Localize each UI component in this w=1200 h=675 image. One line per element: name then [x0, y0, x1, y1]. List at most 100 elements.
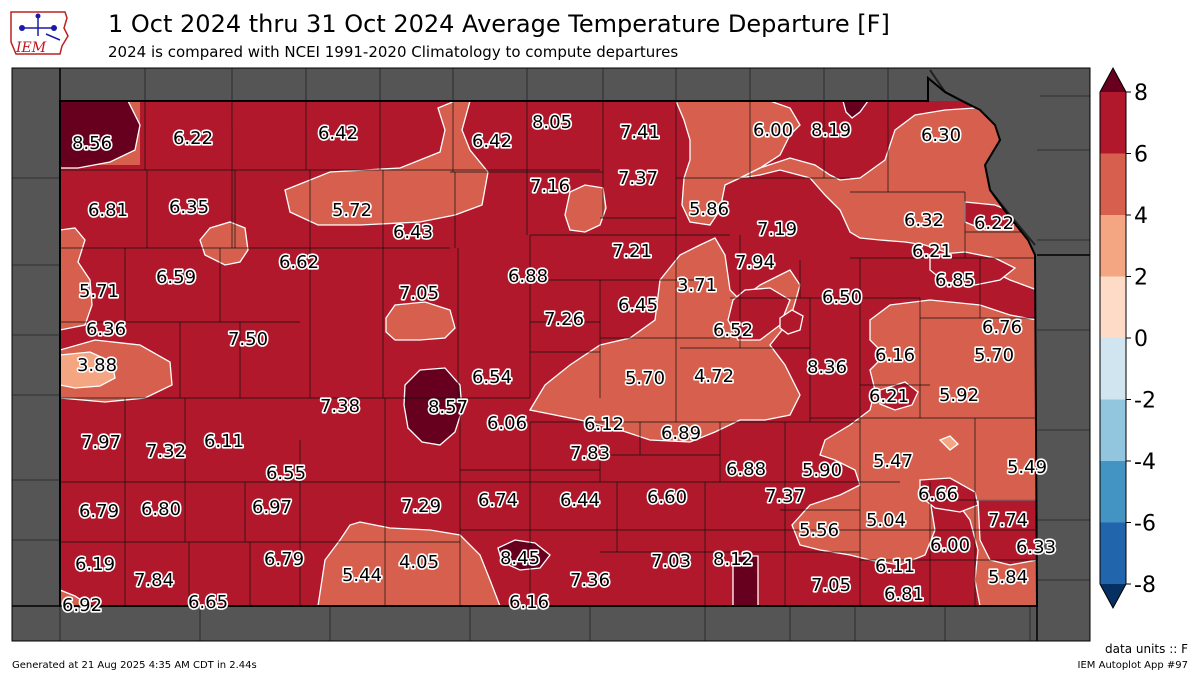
- contour-4-6: [60, 227, 93, 331]
- county-value-label: 6.80: [141, 499, 181, 520]
- county-value-label: 7.05: [399, 283, 439, 304]
- county-value-label: 5.47: [873, 451, 913, 472]
- county-value-label: 6.42: [318, 123, 358, 144]
- county-value-label: 7.05: [811, 575, 851, 596]
- county-value-label: 6.00: [753, 120, 793, 141]
- county-value-label: 7.84: [134, 570, 174, 591]
- county-value-label: 6.44: [560, 490, 600, 511]
- county-value-label: 6.81: [884, 584, 924, 605]
- county-value-label: 6.06: [487, 413, 527, 434]
- colorbar-tick-label: 0: [1134, 327, 1148, 352]
- county-value-label: 3.71: [677, 275, 717, 296]
- county-value-label: 6.11: [875, 556, 915, 577]
- county-value-label: 6.35: [169, 197, 209, 218]
- county-value-label: 5.49: [1007, 457, 1047, 478]
- colorbar-tick-label: -4: [1134, 450, 1156, 475]
- colorbar-bin: [1100, 215, 1126, 277]
- county-value-label: 6.50: [822, 287, 862, 308]
- county-value-label: 6.19: [75, 554, 115, 575]
- county-value-label: 6.30: [921, 125, 961, 146]
- colorbar-tick-label: 6: [1134, 143, 1148, 168]
- county-value-label: 8.12: [713, 549, 753, 570]
- county-value-label: 8.57: [428, 397, 468, 418]
- colorbar-bin: [1100, 399, 1126, 461]
- county-value-label: 7.83: [570, 443, 610, 464]
- contour-6-8-east-pocket3: [977, 499, 1037, 566]
- county-value-label: 7.26: [544, 309, 584, 330]
- contour-4-6-south: [317, 521, 501, 606]
- county-value-label: 5.71: [79, 281, 119, 302]
- county-value-label: 8.45: [500, 548, 540, 569]
- county-value-label: 5.70: [974, 345, 1014, 366]
- generated-timestamp: Generated at 21 Aug 2025 4:35 AM CDT in …: [12, 660, 257, 671]
- county-value-label: 7.38: [320, 396, 360, 417]
- county-value-label: 6.97: [252, 497, 292, 518]
- colorbar-over-arrow: [1100, 68, 1126, 92]
- map-title: 1 Oct 2024 thru 31 Oct 2024 Average Temp…: [108, 10, 890, 38]
- colorbar-tick-label: -2: [1134, 389, 1156, 414]
- county-value-label: 7.19: [757, 219, 797, 240]
- county-value-label: 6.16: [509, 592, 549, 613]
- county-value-label: 6.89: [661, 423, 701, 444]
- contour-fills: [60, 100, 1037, 606]
- county-value-label: 7.21: [612, 241, 652, 262]
- county-value-label: 5.70: [625, 368, 665, 389]
- county-value-label: 5.92: [939, 385, 979, 406]
- colorbar-tick-label: -8: [1134, 573, 1156, 598]
- data-units-label: data units :: F: [1105, 642, 1188, 656]
- county-value-label: 6.79: [79, 501, 119, 522]
- county-value-label: 4.05: [399, 552, 439, 573]
- county-value-label: 6.21: [869, 386, 909, 407]
- contour-4-6-central: [528, 237, 801, 443]
- county-value-label: 5.84: [988, 567, 1028, 588]
- county-value-label: 6.92: [62, 595, 102, 616]
- map-subtitle: 2024 is compared with NCEI 1991-2020 Cli…: [108, 43, 679, 61]
- neighbor-state-border: [12, 68, 1090, 641]
- county-value-label: 6.60: [647, 487, 687, 508]
- colorbar: 8 6 4 2 0 -2 -4 -6 -8: [1099, 66, 1156, 610]
- colorbar-bin: [1100, 338, 1126, 400]
- contour-2-4: [60, 351, 116, 389]
- contour-6-8-east-pocket2: [919, 477, 979, 513]
- county-value-label: 6.32: [904, 210, 944, 231]
- contour-4-6: [199, 221, 249, 266]
- county-value-label: 7.37: [765, 486, 805, 507]
- county-value-label: 5.56: [799, 520, 839, 541]
- county-value-label: 6.16: [875, 345, 915, 366]
- colorbar-tick-label: 2: [1134, 266, 1148, 291]
- contour-6-8-ne-pocket2: [929, 251, 1017, 286]
- county-value-label: 6.54: [472, 367, 512, 388]
- county-value-label: 8.56: [72, 133, 112, 154]
- contour-6-8-small: [779, 309, 804, 335]
- county-value-label: 3.88: [77, 355, 117, 376]
- county-value-label: 6.52: [713, 320, 753, 341]
- county-lines: [60, 101, 1037, 606]
- iem-logo: IEM: [10, 11, 69, 56]
- neighbor-county-lines: [12, 68, 1090, 641]
- county-value-label: 6.81: [88, 200, 128, 221]
- county-value-label: 6.65: [188, 592, 228, 613]
- county-value-label: 5.90: [802, 460, 842, 481]
- county-value-label: 7.03: [651, 551, 691, 572]
- contour-4-6: [284, 100, 489, 226]
- contour-4-6: [564, 184, 607, 233]
- county-value-label: 4.72: [694, 366, 734, 387]
- county-value-label: 8.36: [807, 357, 847, 378]
- county-value-label: 6.76: [982, 317, 1022, 338]
- county-value-label: 7.36: [570, 570, 610, 591]
- contour-over-8: [497, 539, 551, 571]
- county-value-label: 6.33: [1016, 537, 1056, 558]
- county-value-label: 7.97: [81, 432, 121, 453]
- county-value-label: 6.12: [584, 414, 624, 435]
- colorbar-bin: [1100, 276, 1126, 338]
- colorbar-tick-label: 4: [1134, 204, 1148, 229]
- county-value-label: 8.05: [532, 112, 572, 133]
- county-value-label: 5.86: [689, 199, 729, 220]
- county-value-label: 5.44: [342, 565, 382, 586]
- colorbar-under-arrow: [1100, 584, 1126, 608]
- app-credit: IEM Autoplot App #97: [1077, 660, 1188, 671]
- county-value-label: 5.72: [332, 200, 372, 221]
- weather-station-icon: [19, 13, 61, 41]
- colorbar-bin: [1100, 461, 1126, 523]
- contour-4-6: [385, 301, 456, 341]
